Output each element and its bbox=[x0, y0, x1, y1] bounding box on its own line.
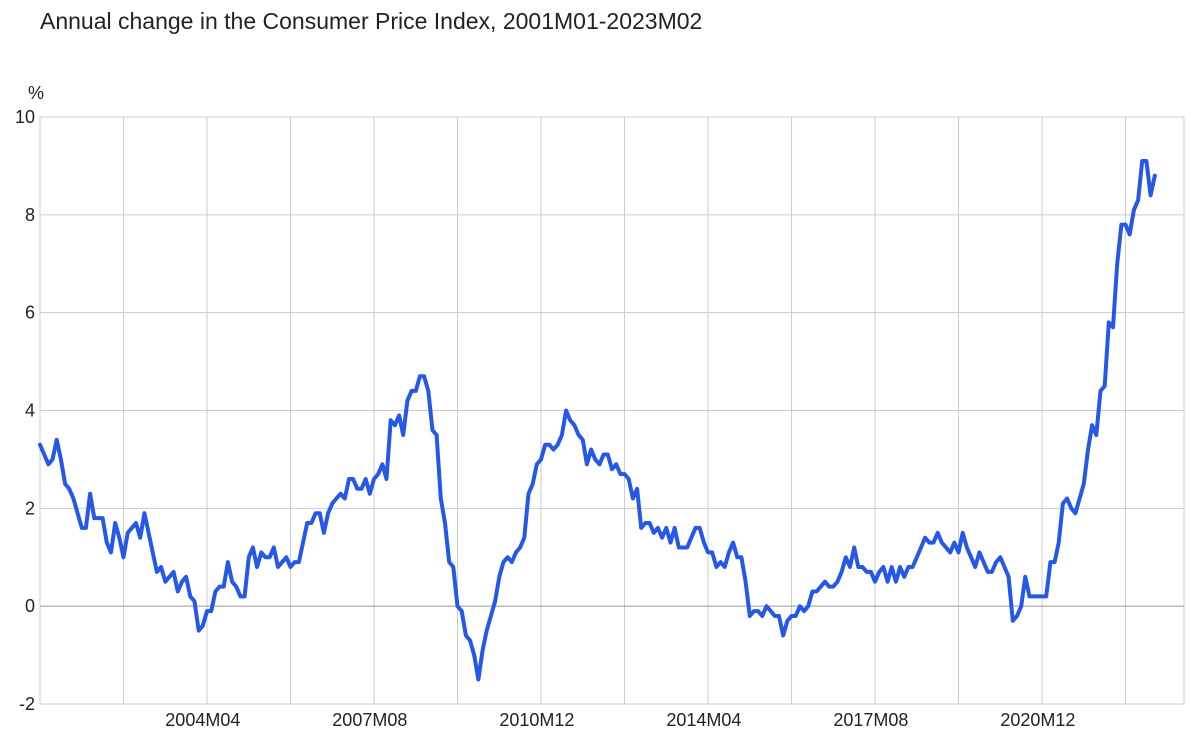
y-tick-label: 10 bbox=[15, 107, 35, 127]
x-axis-ticks: 2004M04 2007M08 2010M12 2014M04 2017M08 2020M… bbox=[165, 710, 1075, 730]
x-tick-label: 2020M12 bbox=[1000, 710, 1075, 730]
x-tick-label: 2010M12 bbox=[499, 710, 574, 730]
y-tick-label: 0 bbox=[25, 596, 35, 616]
y-tick-label: 2 bbox=[25, 498, 35, 518]
x-tick-label: 2017M08 bbox=[833, 710, 908, 730]
y-tick-label: 6 bbox=[25, 303, 35, 323]
series-layer bbox=[38, 159, 1157, 682]
x-tick-label: 2007M08 bbox=[332, 710, 407, 730]
gridlines bbox=[39, 116, 1185, 705]
y-axis-unit-label: % bbox=[28, 83, 44, 103]
x-tick-label: 2014M04 bbox=[666, 710, 741, 730]
y-tick-label: 8 bbox=[25, 205, 35, 225]
y-tick-label: 4 bbox=[25, 401, 35, 421]
y-tick-label: -2 bbox=[19, 694, 35, 714]
x-tick-label: 2004M04 bbox=[165, 710, 240, 730]
y-axis-ticks: -2 0 2 4 6 8 10 bbox=[15, 107, 35, 714]
cpi-series-line bbox=[38, 159, 1157, 682]
chart-title: Annual change in the Consumer Price Inde… bbox=[40, 8, 703, 34]
